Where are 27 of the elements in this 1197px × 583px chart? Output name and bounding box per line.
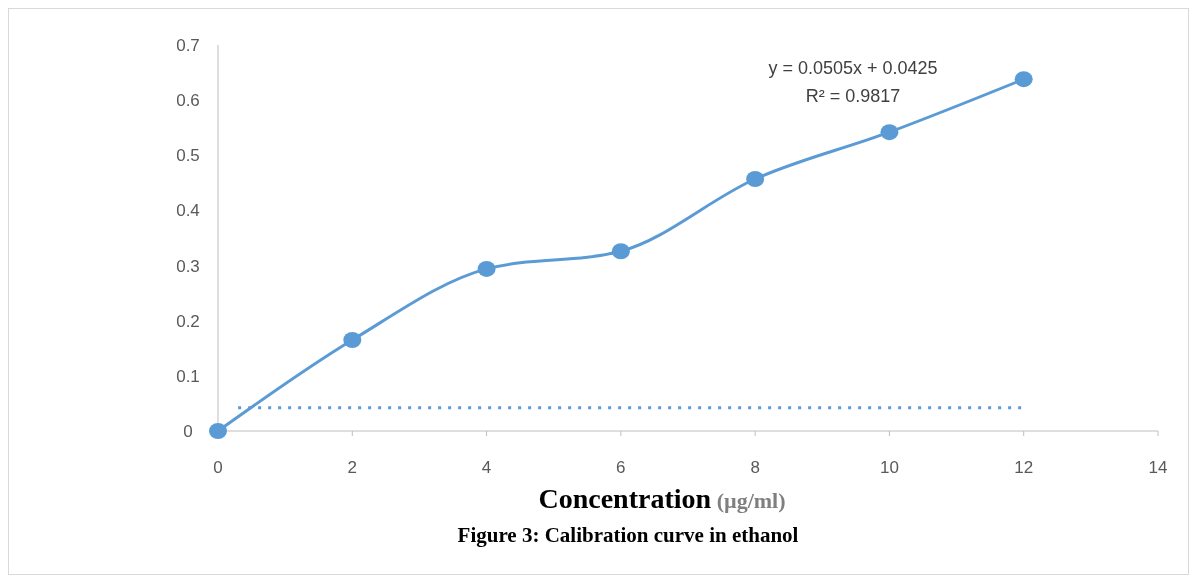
y-tick-label: 0.6 (176, 91, 200, 111)
x-tick-label: 12 (1014, 458, 1034, 477)
point (1014, 71, 1033, 88)
y-tick-label: 0.2 (176, 311, 200, 331)
point (880, 124, 899, 141)
x-tick-label: 0 (213, 458, 223, 477)
y-tick-label: 0.4 (176, 201, 200, 221)
y-tick-label: 0 (183, 422, 193, 441)
y-tick-label: 0.7 (176, 36, 200, 55)
y-tick-label: 0.3 (176, 256, 200, 276)
x-tick-label: 8 (750, 458, 760, 477)
x-tick-label: 4 (481, 458, 492, 477)
x-tick-label: 6 (616, 458, 626, 477)
y-tick-label: 0.1 (176, 366, 200, 386)
point (477, 260, 496, 277)
caption: Figure 3: Calibration curve in ethanol (457, 523, 799, 547)
x-tick-label: 10 (879, 458, 899, 477)
x-tick-label: 2 (347, 458, 358, 477)
point (343, 332, 362, 349)
point (209, 423, 227, 439)
x-axis-title: Concentration (µg/ml) (538, 483, 786, 514)
point (746, 171, 765, 187)
annotation: R² = 0.9817 (805, 86, 901, 106)
x-tick-label: 14 (1148, 458, 1168, 477)
y-tick-label: 0.5 (176, 146, 200, 166)
point (611, 243, 630, 260)
annotation: y = 0.0505x + 0.0425 (768, 58, 938, 78)
